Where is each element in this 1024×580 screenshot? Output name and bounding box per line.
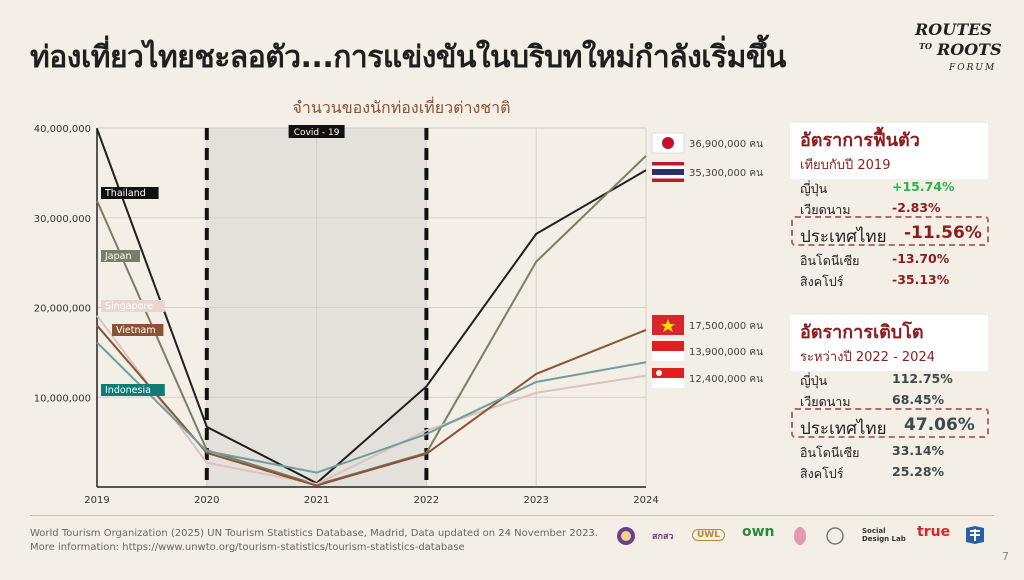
indonesia-flag-white	[652, 351, 684, 361]
thailand-flag-stripe	[652, 162, 684, 166]
singapore-flag-red	[652, 368, 684, 378]
page-title: ท่องเที่ยวไทยชะลอตัว...การแข่งขันในบริบท…	[30, 40, 786, 75]
series-line-singapore	[96, 314, 647, 486]
thailand-flag-stripe	[652, 178, 684, 182]
y-tick-label: 40,000,000	[34, 124, 91, 135]
growth-subtitle: ระหว่างปี 2022 - 2024	[800, 350, 935, 365]
series-label-box-thailand	[101, 187, 159, 199]
growth-title-box: อัตราการเติบโต ระหว่างปี 2022 - 2024	[790, 315, 988, 371]
series-line-thailand	[96, 128, 647, 485]
recovery-row-japan: ญี่ปุ่น +15.74%	[800, 179, 955, 196]
growth-row-singapore: สิงคโปร์ 25.28%	[800, 464, 945, 481]
recovery-row-singapore: สิงคโปร์ -35.13%	[800, 272, 950, 289]
recovery-subtitle: เทียบกับปี 2019	[800, 158, 891, 173]
chart-title: จำนวนของนักท่องเที่ยวต่างชาติ	[293, 96, 511, 117]
growth-thailand-highlight	[791, 408, 989, 438]
vietnam-flag-star	[661, 319, 675, 332]
growth-rows: ญี่ปุ่น 112.75% เวียดนาม 68.45% ประเทศไทย 4…	[800, 369, 990, 483]
grey-emblem-icon	[826, 527, 844, 545]
end-value-label: 35,300,000 คน	[689, 168, 763, 179]
end-value-label: 12,400,000 คน	[689, 374, 763, 385]
vietnam-flag-icon	[652, 315, 684, 335]
indonesia-flag-icon	[652, 341, 684, 361]
japan-flag-sun	[662, 137, 674, 149]
thailand-flag-stripe	[652, 175, 684, 179]
growth-row-japan: ญี่ปุ่น 112.75%	[800, 371, 953, 388]
recovery-title-box: อัตราการฟื้นตัว เทียบกับปี 2019	[790, 123, 988, 179]
recovery-row-vietnam: เวียดนาม -2.83%	[800, 200, 941, 217]
series-label-box-singapore	[101, 300, 165, 312]
partner-social-design-lab-logo: Social Design Lab	[862, 527, 906, 543]
singapore-flag-moon	[656, 370, 662, 376]
recovery-row-thailand: ประเทศไทย -11.56%	[800, 223, 982, 247]
series-label-box-vietnam	[112, 324, 164, 336]
thailand-flag-stripe	[652, 169, 684, 175]
x-tick-label: 2019	[84, 495, 109, 506]
series-label-box-indonesia	[101, 384, 165, 396]
routes-to-roots-logo: ROUTES TO ROOTS FORUM	[915, 20, 1002, 73]
footer-divider	[30, 515, 994, 516]
x-tick-label: 2020	[194, 495, 219, 506]
pink-emblem-icon	[794, 527, 806, 545]
footer-source: World Tourism Organization (2025) UN Tou…	[30, 528, 598, 539]
series-label-thailand: Thailand	[104, 188, 146, 199]
y-tick-label: 20,000,000	[34, 304, 91, 315]
series-label-vietnam: Vietnam	[116, 325, 156, 336]
thailand-flag-stripe	[652, 165, 684, 169]
indonesia-flag-red	[652, 341, 684, 351]
blue-emblem-icon	[966, 526, 984, 544]
page-number: 7	[1002, 550, 1009, 563]
series-line-indonesia	[96, 341, 647, 474]
partner-logos: สกสว UWL own Social Design Lab true	[612, 524, 992, 548]
japan-flag-icon	[651, 132, 685, 154]
covid-label-box	[288, 125, 345, 138]
end-value-label: 13,900,000 คน	[689, 347, 763, 358]
y-tick-label: 30,000,000	[34, 214, 91, 225]
recovery-row-indonesia: อินโดนีเซีย -13.70%	[800, 251, 950, 268]
partner-uwl-logo: UWL	[692, 529, 725, 541]
thailand-flag-icon	[652, 162, 684, 182]
singapore-flag-white	[652, 378, 684, 388]
partner-true-logo: true	[917, 524, 951, 540]
tourist-arrivals-line-chart: 10,000,000 20,000,000 30,000,000 40,000,000…	[34, 96, 763, 506]
recovery-thailand-highlight	[791, 216, 989, 246]
singapore-flag-icon	[652, 368, 684, 388]
growth-row-indonesia: อินโดนีเซีย 33.14%	[800, 443, 945, 460]
footer-more-info: More information: https://www.unwto.org/…	[30, 542, 465, 553]
series-label-japan: Japan	[104, 251, 132, 262]
series-label-box-japan	[101, 250, 140, 262]
growth-row-vietnam: เวียดนาม 68.45%	[800, 392, 945, 409]
x-tick-label: 2024	[633, 495, 658, 506]
covid-label: Covid - 19	[294, 128, 340, 138]
end-value-label: 17,500,000 คน	[689, 321, 763, 332]
recovery-rows: ญี่ปุ่น +15.74% เวียดนาม -2.83% ประเทศไทย -…	[800, 177, 990, 291]
series-label-indonesia: Indonesia	[105, 385, 151, 396]
x-tick-label: 2022	[414, 495, 439, 506]
growth-title: อัตราการเติบโต	[800, 322, 924, 343]
series-label-singapore: Singapore	[105, 301, 153, 312]
partner-tsri-logo: สกสว	[652, 532, 674, 542]
end-value-label: 36,900,000 คน	[689, 139, 763, 150]
x-tick-label: 2023	[523, 495, 548, 506]
partner-own-logo: own	[742, 524, 775, 540]
y-tick-label: 10,000,000	[34, 393, 91, 404]
x-tick-label: 2021	[304, 495, 329, 506]
growth-row-thailand: ประเทศไทย 47.06%	[800, 415, 975, 439]
recovery-title: อัตราการฟื้นตัว	[800, 130, 920, 151]
university-seal-icon	[617, 527, 635, 545]
